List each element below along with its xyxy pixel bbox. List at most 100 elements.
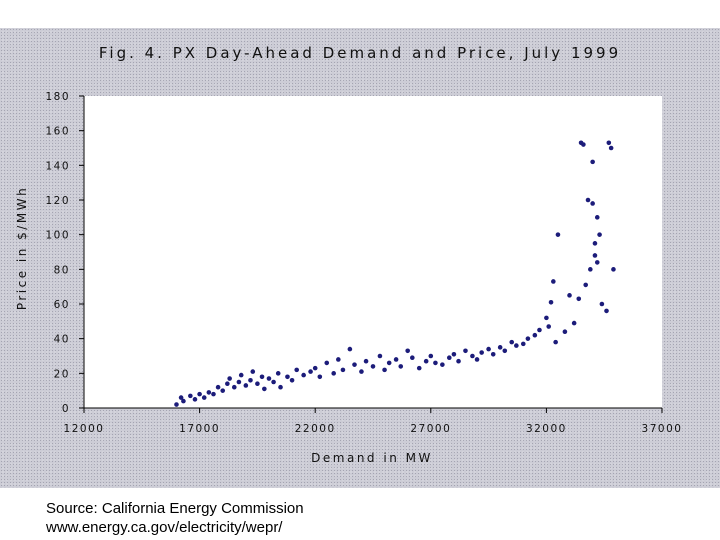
y-tick-label: 40 <box>54 334 70 346</box>
data-point <box>470 353 475 359</box>
x-axis-label: Demand in MW <box>311 451 433 465</box>
source-citation: Source: California Energy Commission www… <box>46 499 304 537</box>
chart-title: Fig. 4. PX Day-Ahead Demand and Price, J… <box>99 44 621 62</box>
y-tick-label: 80 <box>54 264 70 276</box>
data-point <box>502 348 508 354</box>
x-tick-label: 27000 <box>410 423 451 435</box>
data-point <box>225 381 230 387</box>
data-point <box>594 260 600 265</box>
y-tick-label: 160 <box>45 126 70 138</box>
data-point <box>336 357 341 362</box>
data-point <box>192 397 198 402</box>
data-point <box>479 350 484 355</box>
data-point <box>555 232 561 237</box>
data-point <box>606 140 612 146</box>
data-point <box>188 393 193 399</box>
data-point <box>359 369 364 374</box>
data-point <box>592 241 598 246</box>
data-point <box>377 353 383 359</box>
data-point <box>590 159 595 165</box>
data-point <box>370 364 376 369</box>
scatter-chart: Fig. 4. PX Day-Ahead Demand and Price, J… <box>15 44 683 465</box>
y-tick-label: 120 <box>45 195 70 207</box>
y-tick-label: 20 <box>54 368 70 380</box>
data-point <box>611 267 616 272</box>
data-point <box>347 346 353 352</box>
data-point <box>532 332 538 338</box>
data-point <box>181 398 186 404</box>
data-point <box>197 391 202 397</box>
data-point <box>433 360 438 366</box>
data-point <box>497 345 503 350</box>
data-point <box>289 377 295 383</box>
data-point <box>275 371 281 376</box>
data-point <box>604 308 609 314</box>
data-point <box>405 348 410 354</box>
y-tick-label: 180 <box>45 91 70 103</box>
data-point <box>294 367 300 373</box>
y-tick-label: 0 <box>62 403 70 415</box>
data-point <box>324 360 330 366</box>
y-tick-label: 60 <box>54 299 70 311</box>
data-point <box>278 384 283 390</box>
data-point <box>386 360 392 366</box>
data-point <box>227 376 232 381</box>
data-point <box>416 365 422 371</box>
data-point <box>178 395 184 400</box>
data-point <box>262 386 267 392</box>
data-point <box>255 381 260 387</box>
data-point <box>486 346 491 352</box>
data-point <box>544 315 549 321</box>
data-point <box>285 374 290 380</box>
data-point <box>301 372 306 378</box>
data-point <box>382 367 387 373</box>
data-point <box>576 296 582 302</box>
data-point <box>581 142 586 147</box>
source-line: Source: California Energy Commission <box>46 500 304 517</box>
x-tick-label: 37000 <box>642 423 683 435</box>
data-point <box>585 197 591 203</box>
data-point <box>428 353 434 359</box>
data-point <box>567 293 572 298</box>
data-point <box>537 327 542 333</box>
data-point <box>463 348 468 354</box>
data-point <box>592 253 598 258</box>
data-point <box>215 384 221 390</box>
data-point <box>553 339 558 345</box>
x-tick-label: 22000 <box>295 423 336 435</box>
y-tick-label: 100 <box>45 230 70 242</box>
plot-area <box>84 96 662 408</box>
data-point <box>474 357 480 362</box>
data-point <box>220 388 226 393</box>
data-point <box>490 351 496 357</box>
data-point <box>236 379 242 385</box>
data-point <box>363 358 369 364</box>
data-point <box>238 372 244 378</box>
data-point <box>331 371 336 376</box>
source-url: www.energy.ca.gov/electricity/wepr/ <box>46 519 283 536</box>
data-point <box>571 320 577 326</box>
axis-ticks: 12000 17000 22000 27000 32000 37000 0 20 40 60 80 1… <box>45 91 683 435</box>
data-point <box>317 374 323 380</box>
data-point <box>546 324 552 329</box>
data-point <box>201 395 207 400</box>
data-point <box>211 391 216 397</box>
data-point <box>599 301 605 307</box>
data-point <box>410 355 415 361</box>
data-point <box>266 376 272 381</box>
data-point <box>551 279 556 284</box>
y-axis-label: Price in $/MWh <box>15 186 29 310</box>
data-points <box>174 140 616 407</box>
data-point <box>340 367 346 373</box>
data-point <box>583 282 589 288</box>
data-point <box>456 358 461 364</box>
chart-figure: Fig. 4. PX Day-Ahead Demand and Price, J… <box>0 28 720 488</box>
data-point <box>514 343 519 348</box>
y-tick-label: 140 <box>45 160 70 172</box>
data-point <box>446 355 452 361</box>
data-point <box>608 145 614 151</box>
x-tick-label: 17000 <box>179 423 220 435</box>
data-point <box>352 362 357 367</box>
data-point <box>590 201 595 206</box>
data-point <box>243 383 249 388</box>
